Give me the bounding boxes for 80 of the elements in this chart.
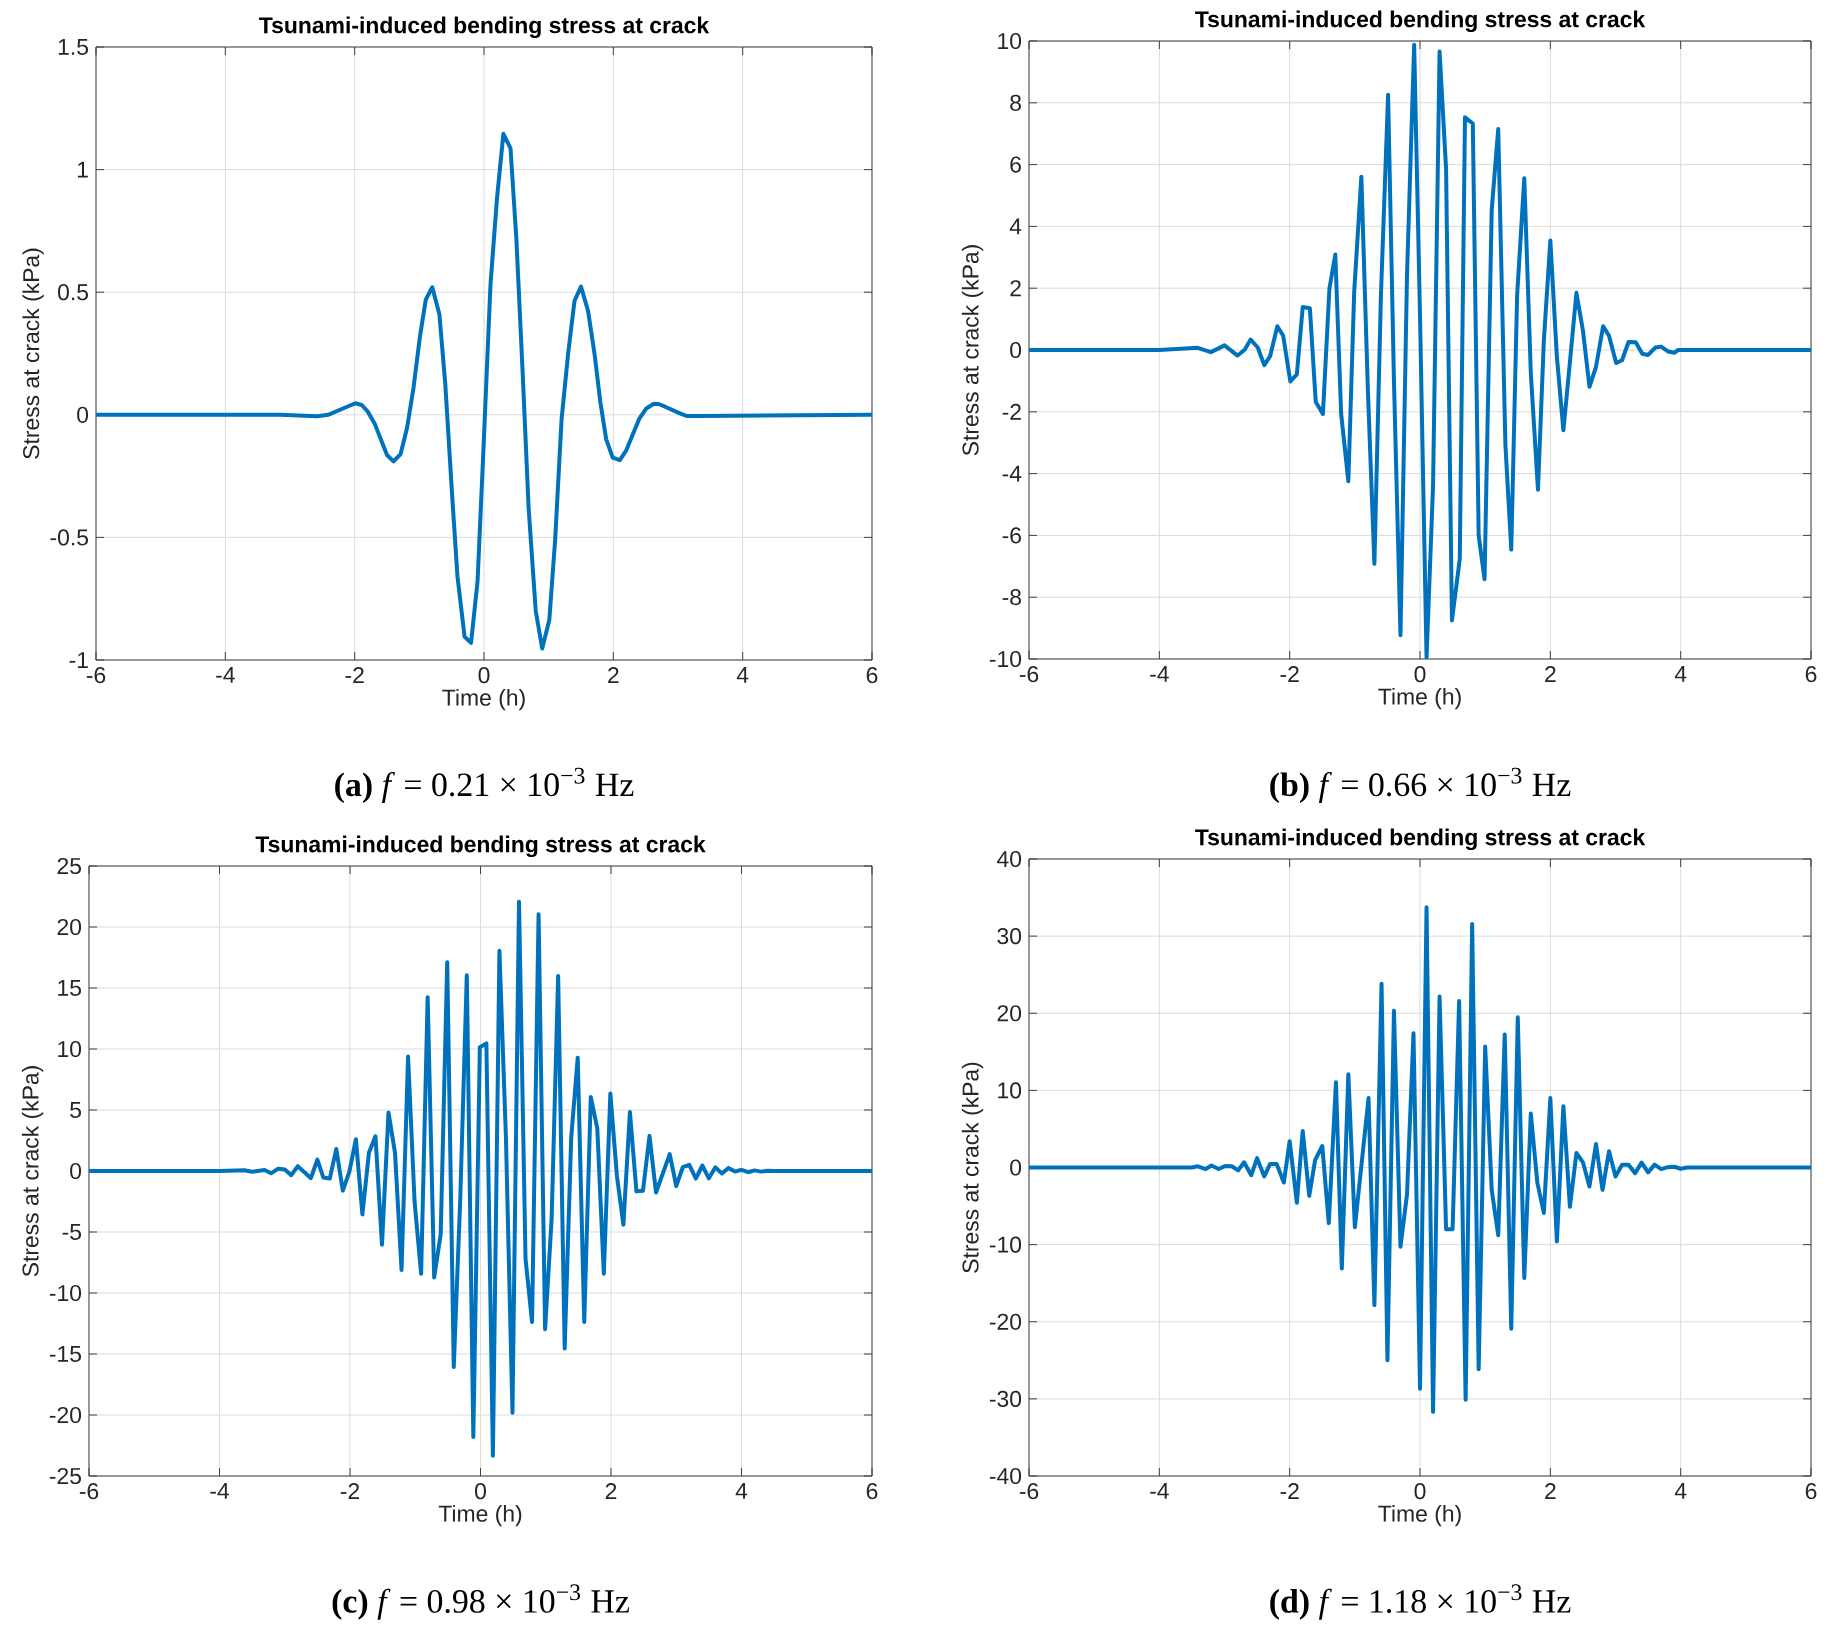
y-tick-label: -10 xyxy=(989,650,1022,668)
y-tick-label: -2 xyxy=(1002,403,1021,420)
y-tick-label: -1 xyxy=(69,652,88,668)
y-tick-label: 40 xyxy=(997,850,1022,868)
y-axis-title: Stress at crack (kPa) xyxy=(961,1062,984,1273)
y-tick-label: 0.5 xyxy=(58,284,88,301)
y-axis-title: Stress at crack (kPa) xyxy=(22,248,44,459)
y-tick-label: -8 xyxy=(1002,589,1021,606)
text: (d) f = 1.18 × 10$^{−3}$ Hz xyxy=(1270,1584,1571,1620)
y-tick-label: -10 xyxy=(49,1284,82,1302)
text: (a) f = 0.21 × 10$^{−3}$ Hz xyxy=(335,767,634,804)
y-tick-label: 10 xyxy=(58,1040,82,1058)
x-tick-label: 6 xyxy=(1805,1483,1817,1500)
y-tick-label: -25 xyxy=(49,1467,81,1485)
y-tick-label: 2 xyxy=(1010,280,1021,297)
x-tick-label: -4 xyxy=(216,667,235,683)
y-tick-label: 0 xyxy=(70,1162,82,1180)
y-tick-label: 10 xyxy=(998,32,1022,50)
y-tick-label: -20 xyxy=(989,1313,1022,1330)
x-tick-label: -2 xyxy=(345,667,364,684)
y-tick-label: 8 xyxy=(1010,94,1021,111)
y-tick-label: -40 xyxy=(989,1467,1022,1485)
y-tick-label: -20 xyxy=(49,1406,82,1424)
y-tick-label: 20 xyxy=(57,918,82,936)
x-tick-label: -4 xyxy=(1150,666,1169,682)
y-tick-label: 5 xyxy=(70,1102,81,1118)
y-tick-label: -6 xyxy=(1002,527,1021,544)
y-tick-label: 15 xyxy=(58,980,81,996)
x-tick-label: 4 xyxy=(1674,666,1687,682)
y-tick-label: -10 xyxy=(989,1236,1022,1253)
x-tick-label: 6 xyxy=(1805,666,1817,683)
y-tick-label: 0 xyxy=(1010,341,1022,359)
chart-title: Tsunami-induced bending stress at crack xyxy=(1195,10,1646,32)
x-axis-title: Time (h) xyxy=(1378,687,1461,710)
x-tick-label: 2 xyxy=(1545,1483,1556,1500)
text: (c) f = 0.98 × 10$^{−3}$ Hz xyxy=(332,1584,629,1620)
x-tick-label: 6 xyxy=(866,667,878,684)
x-tick-label: 0 xyxy=(475,1483,486,1500)
y-tick-label: -5 xyxy=(62,1224,81,1240)
y-tick-label: -15 xyxy=(49,1346,81,1362)
x-tick-label: 4 xyxy=(735,1483,748,1499)
x-tick-label: -4 xyxy=(1150,1483,1169,1499)
x-tick-label: 0 xyxy=(1414,1483,1426,1500)
y-axis-title: Stress at crack (kPa) xyxy=(21,1066,44,1277)
chart-title: Tsunami-induced bending stress at crack xyxy=(1195,828,1646,851)
y-tick-label: 4 xyxy=(1009,218,1022,235)
x-tick-label: -2 xyxy=(340,1483,360,1500)
x-tick-label: 6 xyxy=(866,1483,878,1500)
y-tick-label: 1 xyxy=(77,161,88,178)
x-tick-label: 0 xyxy=(478,667,490,684)
y-tick-label: 30 xyxy=(997,928,1022,945)
x-tick-label: -2 xyxy=(1280,1483,1299,1500)
chart-title: Tsunami-induced bending stress at crack xyxy=(259,16,710,38)
x-tick-label: -4 xyxy=(210,1483,229,1499)
x-tick-label: 4 xyxy=(736,667,749,683)
y-tick-label: 6 xyxy=(1010,156,1021,173)
y-tick-label: -0.5 xyxy=(50,529,88,546)
x-tick-label: 2 xyxy=(605,1483,617,1500)
line-series xyxy=(1029,42,1812,660)
y-tick-label: -30 xyxy=(989,1390,1022,1407)
x-tick-label: 0 xyxy=(1414,666,1426,683)
y-tick-label: 0 xyxy=(77,406,89,423)
y-tick-label: 0 xyxy=(1010,1159,1022,1176)
y-tick-label: 25 xyxy=(57,857,81,875)
x-axis-title: Time (h) xyxy=(1378,1504,1461,1527)
line-series xyxy=(96,131,872,651)
x-tick-label: -2 xyxy=(1280,666,1299,683)
y-tick-label: 10 xyxy=(998,1082,1022,1099)
x-axis-title: Time (h) xyxy=(438,1504,522,1527)
y-tick-label: 20 xyxy=(997,1005,1022,1022)
x-axis-title: Time (h) xyxy=(442,688,525,711)
y-tick-label: -4 xyxy=(1002,465,1022,482)
line-series xyxy=(89,899,872,1458)
x-tick-label: 2 xyxy=(1545,666,1556,683)
text: (b) f = 0.66 × 10$^{−3}$ Hz xyxy=(1270,767,1571,804)
y-axis-title: Stress at crack (kPa) xyxy=(961,245,984,456)
x-tick-label: 4 xyxy=(1674,1483,1687,1499)
y-tick-label: 1.5 xyxy=(58,39,88,55)
chart-title: Tsunami-induced bending stress at crack xyxy=(255,835,706,857)
x-tick-label: 2 xyxy=(608,667,619,684)
